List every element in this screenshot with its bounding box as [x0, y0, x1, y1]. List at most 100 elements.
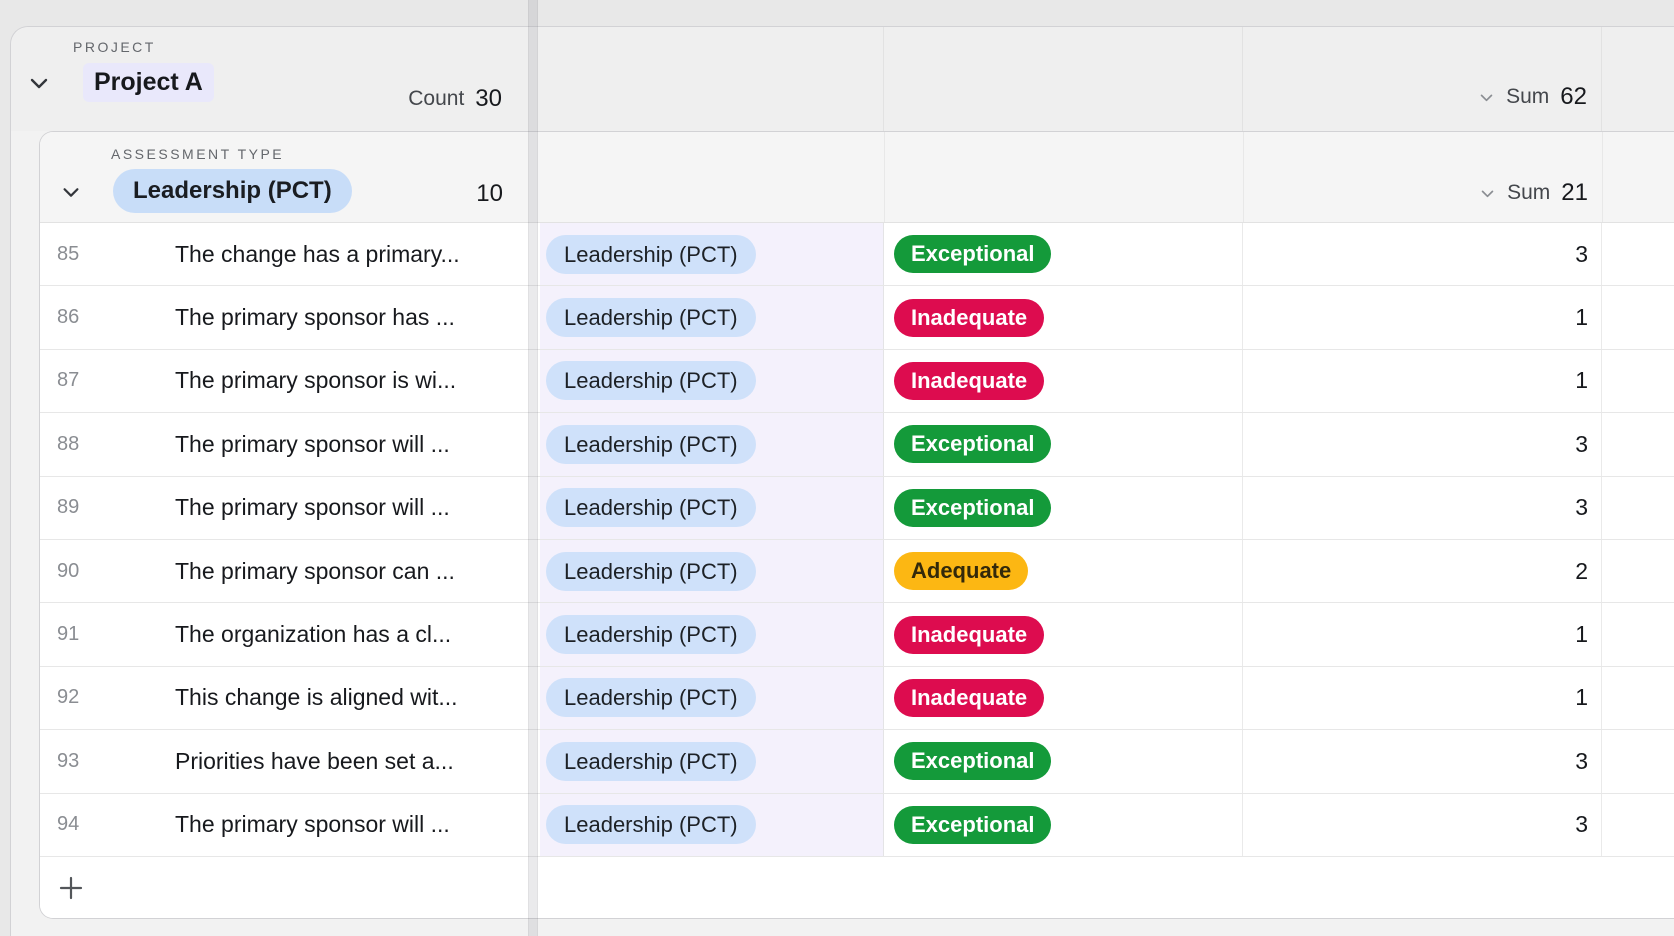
assessment-type-cell[interactable]: Leadership (PCT)	[540, 603, 884, 666]
sum-label: Sum	[1507, 181, 1551, 204]
assessment-type-cell[interactable]: Leadership (PCT)	[540, 666, 884, 730]
assessment-type-cell[interactable]: Leadership (PCT)	[540, 730, 884, 793]
record-name: The primary sponsor has ...	[175, 304, 455, 331]
name-cell[interactable]: 88 The primary sponsor will ...	[40, 413, 530, 475]
name-cell[interactable]: 93 Priorities have been set a...	[40, 730, 530, 792]
name-cell[interactable]: 89 The primary sponsor will ...	[40, 477, 530, 539]
rating-badge: Exceptional	[894, 425, 1052, 464]
count-value: 30	[475, 85, 502, 112]
score-value: 3	[1575, 747, 1588, 774]
rating-badge: Adequate	[894, 552, 1029, 591]
frozen-column-divider	[528, 0, 538, 936]
row-number[interactable]: 90	[57, 559, 80, 582]
name-cell[interactable]: 86 The primary sponsor has ...	[40, 286, 530, 348]
chevron-down-icon[interactable]	[27, 71, 51, 100]
assessment-type-pill: Leadership (PCT)	[546, 298, 756, 338]
assessment-type-cell[interactable]: Leadership (PCT)	[540, 413, 884, 476]
score-value: 1	[1575, 304, 1588, 331]
table-row: 87 The primary sponsor is wi... Leadersh…	[40, 349, 1674, 414]
project-group-header: PROJECT Project A Count 30 Sum 62	[11, 27, 1674, 131]
score-value: 3	[1575, 430, 1588, 457]
rating-cell[interactable]: Inadequate	[884, 666, 1243, 730]
subgroup-sum-summary[interactable]: Sum 21	[1479, 179, 1588, 207]
assessment-type-cell[interactable]: Leadership (PCT)	[540, 793, 884, 856]
rating-cell[interactable]: Exceptional	[884, 413, 1243, 476]
column-divider	[1243, 132, 1244, 222]
table-row: 93 Priorities have been set a... Leaders…	[40, 730, 1674, 794]
column-divider	[1242, 27, 1243, 131]
score-cell[interactable]: 3	[1243, 730, 1602, 793]
rating-cell[interactable]: Exceptional	[884, 730, 1243, 793]
record-name: The primary sponsor will ...	[175, 494, 450, 521]
rating-badge: Exceptional	[894, 488, 1052, 527]
assessment-type-pill: Leadership (PCT)	[546, 551, 756, 591]
group-field-label: PROJECT	[73, 39, 156, 55]
chevron-down-icon[interactable]	[60, 181, 82, 208]
score-cell[interactable]: 1	[1243, 286, 1602, 349]
chevron-down-icon	[1479, 185, 1496, 202]
assessment-type-pill: Leadership (PCT)	[546, 361, 756, 401]
project-group-panel: PROJECT Project A Count 30 Sum 62	[10, 26, 1674, 936]
group-sum-summary[interactable]: Sum 62	[1478, 83, 1587, 111]
name-cell[interactable]: 94 The primary sponsor will ...	[40, 794, 530, 856]
score-value: 3	[1575, 240, 1588, 267]
assessment-type-cell[interactable]: Leadership (PCT)	[540, 349, 884, 413]
record-name: The organization has a cl...	[175, 621, 452, 648]
assessment-group-header: ASSESSMENT TYPE Leadership (PCT) 10 Sum …	[40, 132, 1674, 223]
row-number[interactable]: 88	[57, 432, 80, 455]
name-cell[interactable]: 91 The organization has a cl...	[40, 603, 530, 665]
score-cell[interactable]: 3	[1243, 476, 1602, 539]
score-cell[interactable]: 3	[1243, 413, 1602, 476]
score-cell[interactable]: 1	[1243, 349, 1602, 413]
rating-cell[interactable]: Exceptional	[884, 793, 1243, 856]
subgroup-count-value[interactable]: 10	[476, 180, 503, 207]
score-value: 1	[1575, 684, 1588, 711]
assessment-type-pill: Leadership (PCT)	[546, 488, 756, 528]
assessment-type-pill: Leadership (PCT)	[546, 678, 756, 718]
count-label: Count	[408, 87, 465, 110]
assessment-type-cell[interactable]: Leadership (PCT)	[540, 539, 884, 603]
record-name: The primary sponsor will ...	[175, 430, 450, 457]
row-number[interactable]: 87	[57, 369, 80, 392]
rating-cell[interactable]: Inadequate	[884, 349, 1243, 413]
score-cell[interactable]: 3	[1243, 223, 1602, 286]
table-row: 92 This change is aligned wit... Leaders…	[40, 666, 1674, 731]
assessment-type-pill: Leadership (PCT)	[546, 234, 756, 274]
assessment-type-cell[interactable]: Leadership (PCT)	[540, 286, 884, 349]
score-cell[interactable]: 3	[1243, 793, 1602, 856]
name-cell[interactable]: 92 This change is aligned wit...	[40, 667, 530, 729]
row-number[interactable]: 93	[57, 749, 80, 772]
row-number[interactable]: 89	[57, 496, 80, 519]
score-cell[interactable]: 2	[1243, 539, 1602, 603]
rating-badge: Inadequate	[894, 298, 1045, 337]
record-name: The primary sponsor will ...	[175, 811, 450, 838]
add-row-button[interactable]	[40, 856, 1674, 918]
row-number[interactable]: 85	[57, 242, 80, 265]
assessment-group-title: ASSESSMENT TYPE Leadership (PCT)	[111, 146, 352, 213]
rating-cell[interactable]: Inadequate	[884, 286, 1243, 349]
column-divider	[1601, 27, 1602, 131]
group-count-summary[interactable]: Count 30	[408, 85, 502, 113]
score-cell[interactable]: 1	[1243, 666, 1602, 730]
rating-cell[interactable]: Adequate	[884, 539, 1243, 603]
sum-value: 62	[1560, 83, 1587, 110]
score-cell[interactable]: 1	[1243, 603, 1602, 666]
assessment-type-cell[interactable]: Leadership (PCT)	[540, 223, 884, 286]
name-cell[interactable]: 90 The primary sponsor can ...	[40, 540, 530, 602]
project-group-value[interactable]: Project A	[83, 63, 214, 102]
row-number[interactable]: 86	[57, 306, 80, 329]
assessment-type-cell[interactable]: Leadership (PCT)	[540, 476, 884, 539]
assessment-type-pill: Leadership (PCT)	[546, 741, 756, 781]
assessment-type-pill: Leadership (PCT)	[546, 805, 756, 845]
row-number[interactable]: 91	[57, 623, 80, 646]
rating-cell[interactable]: Exceptional	[884, 476, 1243, 539]
name-cell[interactable]: 87 The primary sponsor is wi...	[40, 350, 530, 412]
rating-cell[interactable]: Inadequate	[884, 603, 1243, 666]
row-number[interactable]: 92	[57, 686, 80, 709]
assessment-group-value-pill[interactable]: Leadership (PCT)	[113, 169, 352, 213]
name-cell[interactable]: 85 The change has a primary...	[40, 223, 530, 285]
row-number[interactable]: 94	[57, 813, 80, 836]
rating-badge: Inadequate	[894, 361, 1045, 400]
rating-cell[interactable]: Exceptional	[884, 223, 1243, 286]
